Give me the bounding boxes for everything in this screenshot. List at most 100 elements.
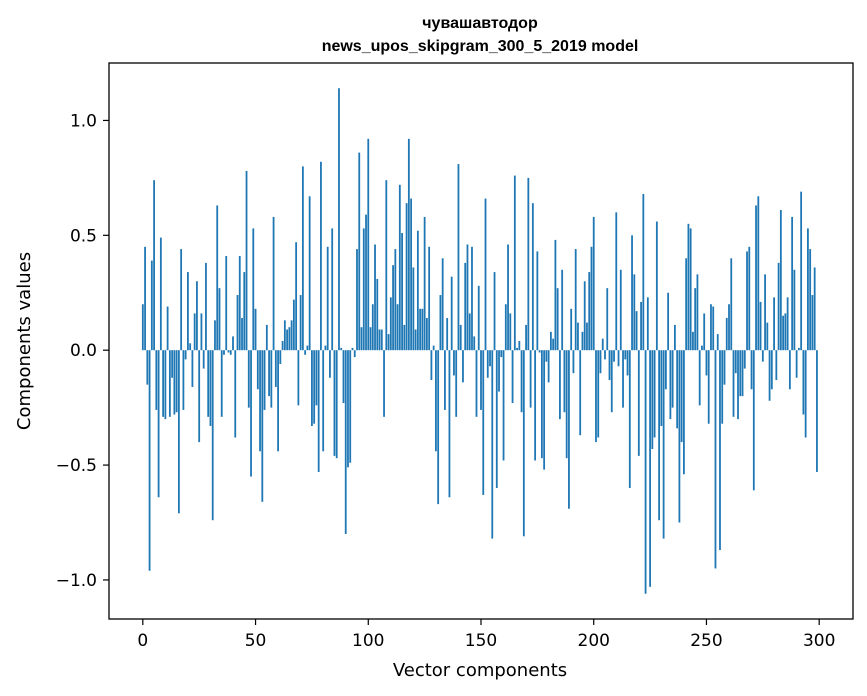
- bar: [301, 166, 304, 351]
- bar: [579, 350, 582, 436]
- bar: [581, 331, 584, 351]
- y-axis-ticks: −1.0 −0.5 0.0 0.5 1.0: [56, 111, 109, 591]
- bar: [446, 318, 449, 351]
- bar: [225, 255, 228, 351]
- bar: [202, 350, 205, 369]
- bar: [265, 324, 268, 351]
- bar: [586, 322, 588, 351]
- bar: [522, 350, 525, 537]
- bar: [410, 198, 413, 351]
- bar: [157, 350, 160, 498]
- bar: [268, 350, 270, 397]
- bar: [380, 329, 383, 351]
- bar: [220, 350, 223, 417]
- bar: [608, 350, 611, 381]
- bar: [606, 288, 609, 351]
- bar: [570, 308, 573, 351]
- bar: [646, 297, 649, 351]
- bar: [807, 228, 809, 351]
- bar: [746, 251, 748, 351]
- bar: [766, 322, 769, 351]
- bar: [414, 329, 417, 351]
- bar: [238, 255, 241, 351]
- bar: [509, 313, 512, 351]
- chart-title: чувашавтодор news_upos_skipgram_300_5_20…: [322, 15, 639, 55]
- bar: [540, 350, 543, 459]
- bar: [407, 138, 410, 351]
- bar: [168, 350, 171, 417]
- bar: [802, 350, 805, 415]
- bar: [281, 341, 284, 351]
- bar: [333, 350, 336, 456]
- bar: [495, 350, 498, 489]
- bar: [471, 246, 473, 351]
- bar: [619, 269, 622, 351]
- bar: [701, 345, 703, 351]
- bar: [816, 350, 818, 472]
- bar: [356, 249, 358, 351]
- bar: [728, 304, 730, 351]
- bar: [423, 216, 426, 351]
- bar: [211, 350, 214, 521]
- bar: [757, 196, 760, 351]
- plot-frame: [108, 62, 854, 620]
- bar: [500, 350, 503, 358]
- bar: [680, 350, 683, 443]
- bar: [475, 350, 478, 417]
- bar: [435, 350, 437, 452]
- bar: [635, 311, 638, 351]
- bar: [351, 347, 354, 351]
- bar: [274, 350, 277, 387]
- bar: [559, 350, 561, 420]
- bar: [761, 350, 764, 362]
- bar: [710, 304, 712, 351]
- bar: [243, 272, 246, 351]
- bar: [518, 341, 521, 351]
- bar: [439, 295, 442, 351]
- bar: [811, 295, 814, 351]
- bar: [191, 350, 194, 387]
- bar: [768, 350, 771, 401]
- bar: [272, 216, 275, 351]
- bar: [340, 347, 343, 351]
- bar: [651, 350, 654, 449]
- bar: [180, 249, 183, 351]
- bar: [617, 350, 620, 367]
- bar: [150, 260, 153, 351]
- bar: [664, 350, 667, 390]
- bar: [631, 235, 633, 351]
- bar: [196, 281, 198, 351]
- bar: [583, 281, 586, 351]
- bar: [259, 350, 261, 452]
- bar: [525, 324, 527, 351]
- bar: [513, 175, 516, 351]
- bar: [779, 210, 782, 351]
- bar: [241, 318, 243, 351]
- bar: [565, 350, 568, 459]
- y-tick-label: −0.5: [56, 456, 97, 476]
- bar: [554, 239, 557, 351]
- bar: [685, 258, 688, 351]
- bar: [707, 350, 710, 424]
- bar: [437, 350, 440, 505]
- bar: [385, 180, 388, 351]
- bar: [531, 203, 534, 351]
- bar: [649, 350, 651, 587]
- bar: [547, 350, 550, 383]
- bar: [719, 350, 721, 551]
- bar: [313, 350, 316, 424]
- bar: [286, 329, 289, 351]
- bar: [725, 318, 728, 351]
- bar: [347, 350, 349, 468]
- bar: [683, 350, 685, 475]
- bar: [498, 350, 500, 392]
- x-tick-label: 250: [690, 631, 722, 651]
- bar: [786, 297, 789, 351]
- bar: [795, 350, 798, 378]
- bar: [734, 350, 737, 374]
- x-tick-label: 50: [245, 631, 267, 651]
- bar: [653, 350, 656, 438]
- bar: [568, 350, 570, 509]
- bar: [218, 288, 221, 351]
